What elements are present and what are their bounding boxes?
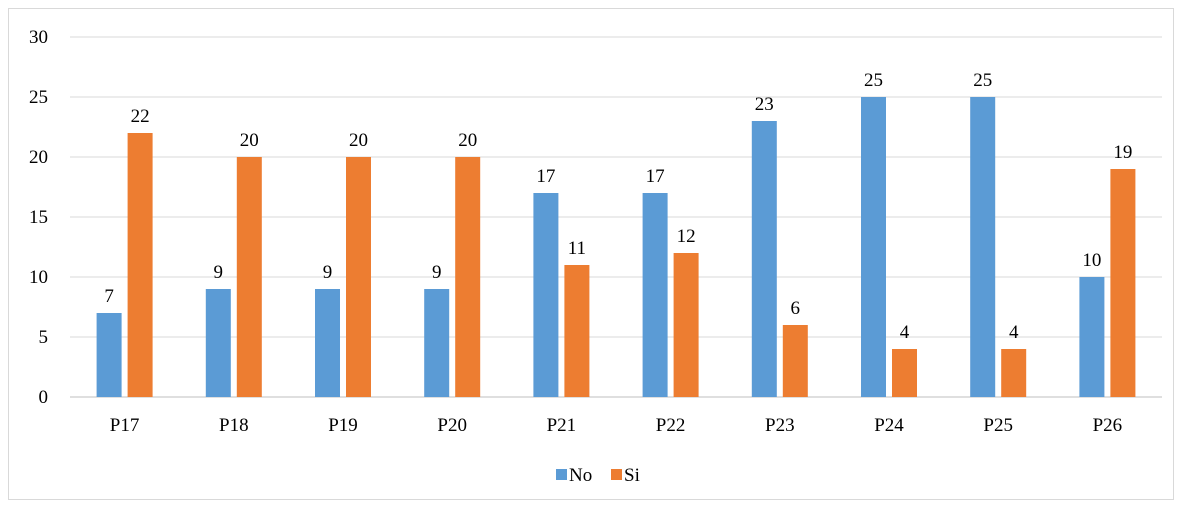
bar-no-p23 bbox=[751, 121, 777, 397]
data-label: 17 bbox=[646, 166, 665, 187]
x-tick-label: P22 bbox=[656, 415, 686, 436]
bar-si-p21 bbox=[564, 265, 590, 397]
y-tick-label: 20 bbox=[29, 147, 48, 168]
data-label: 9 bbox=[214, 262, 224, 283]
bar-no-p19 bbox=[315, 289, 340, 397]
x-tick-label: P23 bbox=[765, 415, 795, 436]
bar-si-p18 bbox=[236, 157, 262, 397]
x-tick-label: P26 bbox=[1093, 415, 1123, 436]
data-label: 10 bbox=[1082, 250, 1101, 271]
data-label: 25 bbox=[973, 70, 992, 91]
legend-label-si: Si bbox=[624, 465, 640, 486]
bar-si-p20 bbox=[455, 157, 481, 397]
x-axis: P17 P18 P19 P20 P21 P22 P23 P24 P25 P26 bbox=[110, 415, 1122, 436]
data-label: 4 bbox=[1009, 322, 1019, 343]
legend-swatch-no bbox=[556, 469, 567, 480]
x-tick-label: P18 bbox=[219, 415, 249, 436]
data-label: 4 bbox=[900, 322, 910, 343]
x-tick-label: P19 bbox=[328, 415, 358, 436]
data-label: 9 bbox=[323, 262, 333, 283]
bars bbox=[96, 97, 1136, 397]
legend: No Si bbox=[556, 465, 640, 486]
legend-swatch-si bbox=[611, 469, 622, 480]
data-label: 25 bbox=[864, 70, 883, 91]
data-label: 20 bbox=[349, 130, 368, 151]
data-label: 23 bbox=[755, 94, 774, 115]
data-label: 7 bbox=[104, 286, 114, 307]
bar-si-p25 bbox=[1001, 349, 1027, 397]
bar-no-p20 bbox=[424, 289, 450, 397]
x-tick-label: P20 bbox=[437, 415, 467, 436]
legend-label-no: No bbox=[569, 465, 592, 486]
y-tick-label: 5 bbox=[39, 327, 49, 348]
bar-si-p26 bbox=[1110, 169, 1136, 397]
bar-no-p24 bbox=[861, 97, 886, 397]
bar-no-p17 bbox=[96, 313, 122, 397]
bar-no-p26 bbox=[1079, 277, 1105, 397]
bar-si-p17 bbox=[127, 133, 153, 397]
bar-si-p24 bbox=[892, 349, 917, 397]
bar-no-p21 bbox=[533, 193, 559, 397]
data-label: 12 bbox=[677, 226, 696, 247]
data-label: 9 bbox=[432, 262, 442, 283]
data-label: 6 bbox=[791, 298, 801, 319]
y-tick-label: 10 bbox=[29, 267, 48, 288]
data-label: 19 bbox=[1113, 142, 1132, 163]
data-label: 17 bbox=[536, 166, 555, 187]
bar-si-p19 bbox=[346, 157, 371, 397]
data-label: 20 bbox=[240, 130, 259, 151]
gridlines bbox=[70, 36, 1162, 398]
y-axis: 0 5 10 15 20 25 30 bbox=[29, 27, 48, 408]
y-tick-label: 15 bbox=[29, 207, 48, 228]
x-tick-label: P21 bbox=[547, 415, 577, 436]
y-tick-label: 0 bbox=[39, 387, 49, 408]
bar-no-p22 bbox=[642, 193, 668, 397]
x-tick-label: P24 bbox=[874, 415, 904, 436]
bar-no-p25 bbox=[970, 97, 996, 397]
data-labels: 7 22 9 20 9 20 9 20 17 11 17 12 23 6 25 4 25 4 10 19 bbox=[104, 70, 1132, 343]
bar-no-p18 bbox=[205, 289, 231, 397]
data-label: 22 bbox=[131, 106, 150, 127]
y-tick-label: 25 bbox=[29, 87, 48, 108]
x-tick-label: P17 bbox=[110, 415, 140, 436]
y-tick-label: 30 bbox=[29, 27, 48, 48]
x-tick-label: P25 bbox=[983, 415, 1013, 436]
bar-si-p22 bbox=[673, 253, 699, 397]
data-label: 11 bbox=[568, 238, 586, 259]
bar-si-p23 bbox=[782, 325, 808, 397]
data-label: 20 bbox=[458, 130, 477, 151]
